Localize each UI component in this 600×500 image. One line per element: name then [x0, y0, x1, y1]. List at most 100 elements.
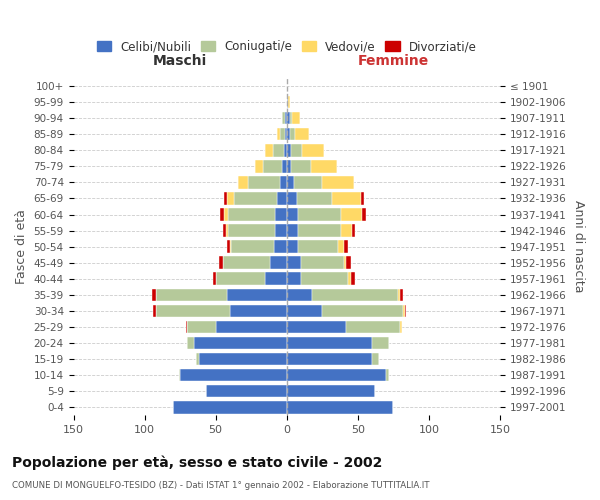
- Bar: [179, 369, 180, 382]
- Bar: [227, 240, 230, 253]
- Bar: [224, 192, 227, 204]
- Bar: [372, 353, 379, 366]
- Bar: [280, 128, 286, 140]
- Bar: [213, 272, 215, 285]
- Bar: [156, 288, 227, 301]
- Bar: [361, 192, 364, 204]
- Bar: [227, 192, 234, 204]
- Bar: [322, 176, 353, 188]
- Bar: [265, 144, 272, 156]
- Bar: [348, 272, 351, 285]
- Bar: [187, 320, 215, 333]
- Bar: [227, 288, 287, 301]
- Bar: [386, 369, 389, 382]
- Bar: [283, 112, 286, 124]
- Text: Popolazione per età, sesso e stato civile - 2002: Popolazione per età, sesso e stato civil…: [12, 456, 382, 470]
- Bar: [277, 128, 280, 140]
- Bar: [286, 128, 287, 140]
- Bar: [287, 208, 298, 221]
- Bar: [275, 208, 287, 221]
- Bar: [297, 192, 332, 204]
- Bar: [220, 208, 224, 221]
- Bar: [322, 304, 403, 317]
- Bar: [248, 176, 280, 188]
- Bar: [275, 224, 287, 237]
- Bar: [338, 240, 344, 253]
- Bar: [287, 401, 394, 413]
- Bar: [234, 192, 277, 204]
- Y-axis label: Anni di nascita: Anni di nascita: [572, 200, 585, 293]
- Bar: [372, 336, 389, 349]
- Bar: [311, 160, 337, 172]
- Bar: [287, 256, 301, 269]
- Bar: [290, 112, 292, 124]
- Bar: [180, 369, 287, 382]
- Bar: [400, 288, 403, 301]
- Bar: [232, 240, 274, 253]
- Bar: [346, 256, 351, 269]
- Bar: [290, 128, 295, 140]
- Bar: [286, 112, 287, 124]
- Bar: [265, 272, 287, 285]
- Bar: [206, 385, 287, 398]
- Bar: [287, 240, 298, 253]
- Bar: [400, 320, 402, 333]
- Bar: [284, 144, 287, 156]
- Bar: [152, 288, 156, 301]
- Bar: [223, 256, 269, 269]
- Bar: [298, 240, 338, 253]
- Bar: [287, 304, 322, 317]
- Bar: [298, 208, 341, 221]
- Bar: [269, 256, 287, 269]
- Bar: [287, 288, 313, 301]
- Bar: [287, 320, 346, 333]
- Bar: [405, 304, 406, 317]
- Bar: [298, 224, 341, 237]
- Y-axis label: Fasce di età: Fasce di età: [15, 209, 28, 284]
- Bar: [229, 208, 275, 221]
- Bar: [287, 128, 290, 140]
- Bar: [230, 240, 232, 253]
- Bar: [292, 112, 299, 124]
- Bar: [272, 144, 284, 156]
- Bar: [263, 160, 283, 172]
- Bar: [287, 176, 294, 188]
- Bar: [283, 160, 287, 172]
- Bar: [313, 288, 398, 301]
- Bar: [291, 144, 302, 156]
- Bar: [229, 224, 275, 237]
- Bar: [403, 304, 405, 317]
- Bar: [224, 208, 229, 221]
- Bar: [215, 320, 287, 333]
- Bar: [256, 160, 263, 172]
- Bar: [287, 385, 375, 398]
- Bar: [341, 224, 352, 237]
- Bar: [280, 176, 287, 188]
- Bar: [344, 240, 348, 253]
- Text: Femmine: Femmine: [358, 54, 429, 68]
- Bar: [287, 369, 386, 382]
- Bar: [226, 224, 229, 237]
- Bar: [287, 160, 291, 172]
- Bar: [187, 336, 194, 349]
- Bar: [215, 272, 265, 285]
- Bar: [287, 192, 297, 204]
- Bar: [196, 353, 199, 366]
- Bar: [186, 320, 187, 333]
- Bar: [332, 192, 361, 204]
- Bar: [238, 176, 248, 188]
- Bar: [153, 304, 156, 317]
- Bar: [301, 272, 348, 285]
- Bar: [346, 320, 400, 333]
- Text: COMUNE DI MONGUELFO-TESIDO (BZ) - Dati ISTAT 1° gennaio 2002 - Elaborazione TUTT: COMUNE DI MONGUELFO-TESIDO (BZ) - Dati I…: [12, 480, 430, 490]
- Bar: [291, 160, 311, 172]
- Bar: [277, 192, 287, 204]
- Text: Maschi: Maschi: [153, 54, 207, 68]
- Bar: [287, 96, 288, 108]
- Bar: [156, 304, 230, 317]
- Bar: [301, 256, 344, 269]
- Bar: [362, 208, 367, 221]
- Bar: [274, 240, 287, 253]
- Bar: [302, 144, 324, 156]
- Bar: [223, 224, 226, 237]
